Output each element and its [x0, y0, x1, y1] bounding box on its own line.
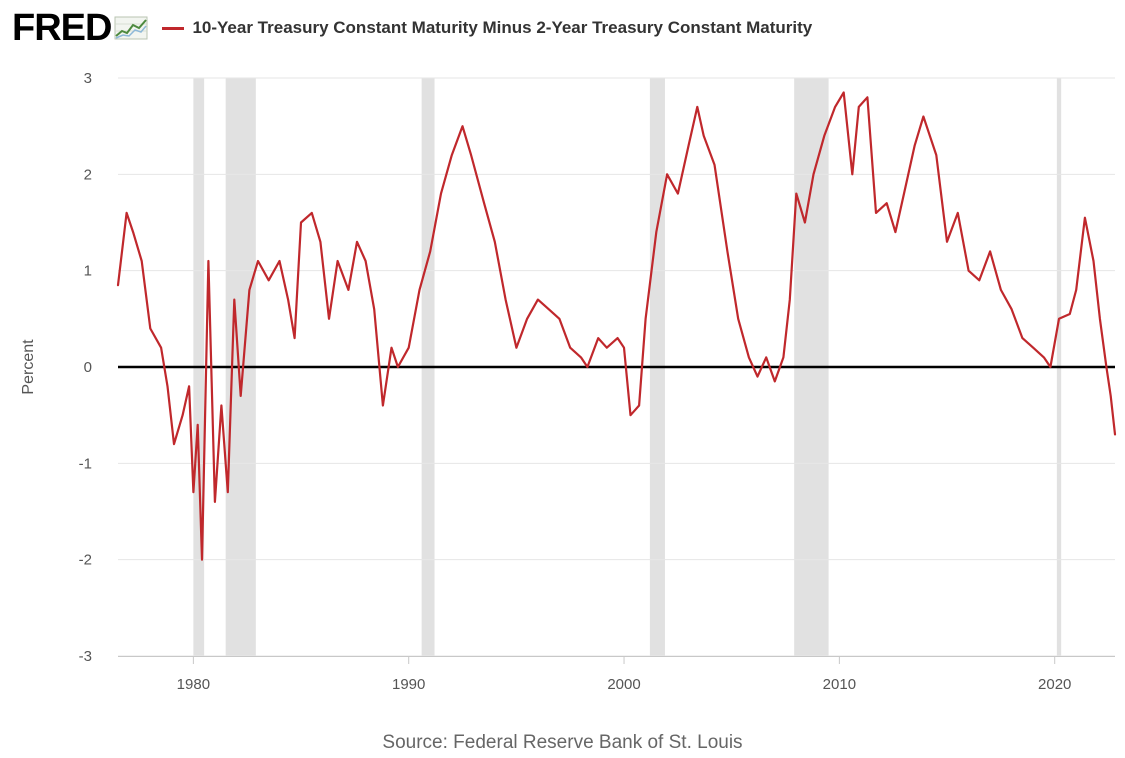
fred-logo-text: FRED [12, 7, 112, 49]
line-chart-icon [114, 16, 148, 40]
x-tick-label: 2020 [1038, 676, 1071, 693]
legend-swatch [162, 26, 185, 30]
y-tick-label: -2 [79, 552, 92, 569]
y-tick-label: 2 [84, 166, 92, 183]
y-tick-label: -3 [79, 648, 92, 665]
series-lines [116, 91, 1117, 561]
x-tick-label: 1990 [392, 676, 425, 693]
chart-legend[interactable]: 10-Year Treasury Constant Maturity Minus… [162, 18, 812, 38]
y-tick-label: 3 [84, 70, 92, 87]
x-tick-label: 2000 [607, 676, 640, 693]
y-tick-label: -1 [79, 455, 92, 472]
y-tick-label: 1 [84, 263, 92, 280]
y-axis-label: Percent [20, 339, 37, 395]
series-line [116, 91, 1117, 561]
x-tick-label: 1980 [177, 676, 210, 693]
chart-header: FRED 10-Year Treasury Constant Maturity … [12, 8, 812, 48]
source-note: Source: Federal Reserve Bank of St. Loui… [382, 732, 743, 753]
x-axis: 1980 1990 2000 2010 2020 [118, 656, 1115, 693]
y-axis: -3 -2 -1 0 1 2 3 [79, 70, 92, 665]
fred-logo[interactable]: FRED [12, 9, 148, 47]
legend-label: 10-Year Treasury Constant Maturity Minus… [192, 18, 813, 37]
x-tick-label: 2010 [823, 676, 856, 693]
y-tick-label: 0 [84, 359, 92, 376]
